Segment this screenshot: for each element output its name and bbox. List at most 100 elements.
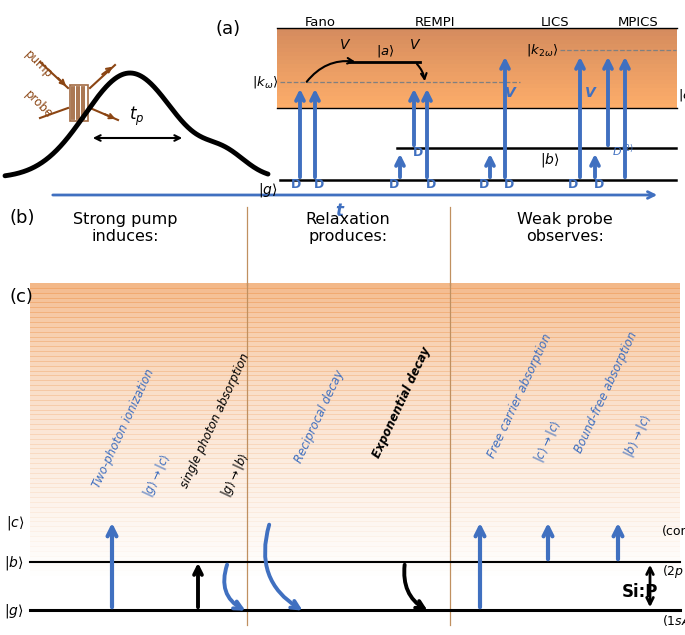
Text: single photon absorption: single photon absorption	[178, 351, 252, 490]
Bar	[30, 327, 680, 333]
Bar	[30, 293, 680, 298]
Text: D: D	[389, 178, 399, 191]
Text: $|c\rangle$: $|c\rangle$	[5, 514, 24, 532]
Bar	[30, 385, 680, 391]
Bar	[277, 84, 677, 88]
Text: (c): (c)	[10, 288, 34, 306]
Bar	[70, 85, 88, 121]
Bar	[30, 298, 680, 304]
Text: $|g\rangle \rightarrow |c\rangle$: $|g\rangle \rightarrow |c\rangle$	[140, 451, 175, 500]
Text: probe: probe	[22, 88, 55, 121]
Bar	[30, 404, 680, 411]
Bar	[277, 36, 677, 40]
Bar	[30, 337, 680, 342]
Bar	[30, 415, 680, 420]
Bar	[30, 448, 680, 454]
Text: $|b\rangle$: $|b\rangle$	[540, 151, 560, 169]
Text: Exponential decay: Exponential decay	[370, 345, 433, 460]
Text: $|g\rangle \rightarrow |b\rangle$: $|g\rangle \rightarrow |b\rangle$	[218, 450, 253, 500]
Bar	[277, 88, 677, 92]
Text: V: V	[340, 38, 350, 52]
Bar	[30, 488, 680, 493]
Bar	[30, 361, 680, 367]
Bar	[30, 536, 680, 542]
Bar	[30, 307, 680, 313]
Bar	[30, 517, 680, 523]
Text: Free carrier absorption: Free carrier absorption	[485, 331, 554, 460]
Bar	[277, 40, 677, 44]
Bar	[30, 331, 680, 338]
Text: D: D	[413, 146, 423, 159]
Text: REMPI: REMPI	[414, 16, 456, 29]
Text: Reciprocal decay: Reciprocal decay	[292, 368, 347, 465]
Text: D: D	[594, 178, 604, 191]
Bar	[277, 44, 677, 48]
Text: D: D	[504, 178, 514, 191]
Bar	[277, 76, 677, 80]
Bar	[30, 439, 680, 444]
Bar	[277, 56, 677, 60]
Text: Fano: Fano	[305, 16, 336, 29]
Bar	[30, 371, 680, 377]
Text: $D^{(2)}$: $D^{(2)}$	[612, 143, 634, 159]
Bar	[30, 565, 680, 571]
Text: $|g\rangle$: $|g\rangle$	[258, 181, 278, 199]
Text: D: D	[568, 178, 578, 191]
Bar	[30, 546, 680, 552]
Bar	[30, 283, 680, 289]
Text: (a): (a)	[216, 20, 240, 38]
Bar	[30, 322, 680, 328]
Bar	[30, 317, 680, 323]
Text: Two-photon ionization: Two-photon ionization	[90, 367, 157, 490]
Bar	[30, 312, 680, 318]
Bar	[30, 429, 680, 435]
Bar	[277, 52, 677, 56]
Text: $|b\rangle$: $|b\rangle$	[4, 554, 24, 572]
Bar	[277, 80, 677, 84]
Text: D: D	[426, 178, 436, 191]
Bar	[30, 492, 680, 498]
Bar	[277, 68, 677, 72]
Bar	[30, 541, 680, 547]
Bar	[30, 570, 680, 576]
Bar	[277, 48, 677, 52]
Text: $|k_{2\omega}\rangle$: $|k_{2\omega}\rangle$	[526, 42, 558, 58]
Text: V: V	[410, 38, 420, 52]
Bar	[277, 64, 677, 68]
Text: $(1sA_1)$: $(1sA_1)$	[662, 614, 685, 630]
Bar	[277, 104, 677, 108]
Bar	[30, 526, 680, 532]
Bar	[30, 400, 680, 406]
Bar	[30, 463, 680, 469]
Text: LICS: LICS	[540, 16, 569, 29]
Bar	[30, 483, 680, 488]
Text: MPICS: MPICS	[618, 16, 658, 29]
Bar	[30, 419, 680, 425]
Bar	[30, 458, 680, 464]
Text: Si:P: Si:P	[622, 583, 658, 601]
Bar	[30, 521, 680, 527]
Bar	[30, 395, 680, 401]
Text: D: D	[291, 178, 301, 191]
Bar	[30, 342, 680, 347]
Bar	[30, 390, 680, 396]
Bar	[277, 60, 677, 64]
Bar	[30, 561, 680, 566]
Bar	[30, 410, 680, 415]
Text: $|a\rangle$: $|a\rangle$	[375, 43, 395, 59]
Text: Weak probe
observes:: Weak probe observes:	[517, 212, 613, 244]
Bar	[30, 512, 680, 518]
Bar	[277, 100, 677, 104]
Bar	[30, 434, 680, 439]
Bar	[277, 92, 677, 96]
Bar	[277, 28, 677, 32]
Text: $(2p_\pm)$: $(2p_\pm)$	[662, 563, 685, 580]
Text: $|c\rangle \rightarrow |c\rangle$: $|c\rangle \rightarrow |c\rangle$	[530, 417, 564, 465]
Text: Bound-free absorption: Bound-free absorption	[572, 330, 640, 455]
Text: Relaxation
produces:: Relaxation produces:	[306, 212, 390, 244]
Text: $\boldsymbol{t_p}$: $\boldsymbol{t_p}$	[129, 105, 145, 128]
Bar	[30, 356, 680, 362]
Bar	[30, 502, 680, 508]
Bar	[30, 453, 680, 459]
Text: $\boldsymbol{t}$: $\boldsymbol{t}$	[335, 202, 345, 220]
